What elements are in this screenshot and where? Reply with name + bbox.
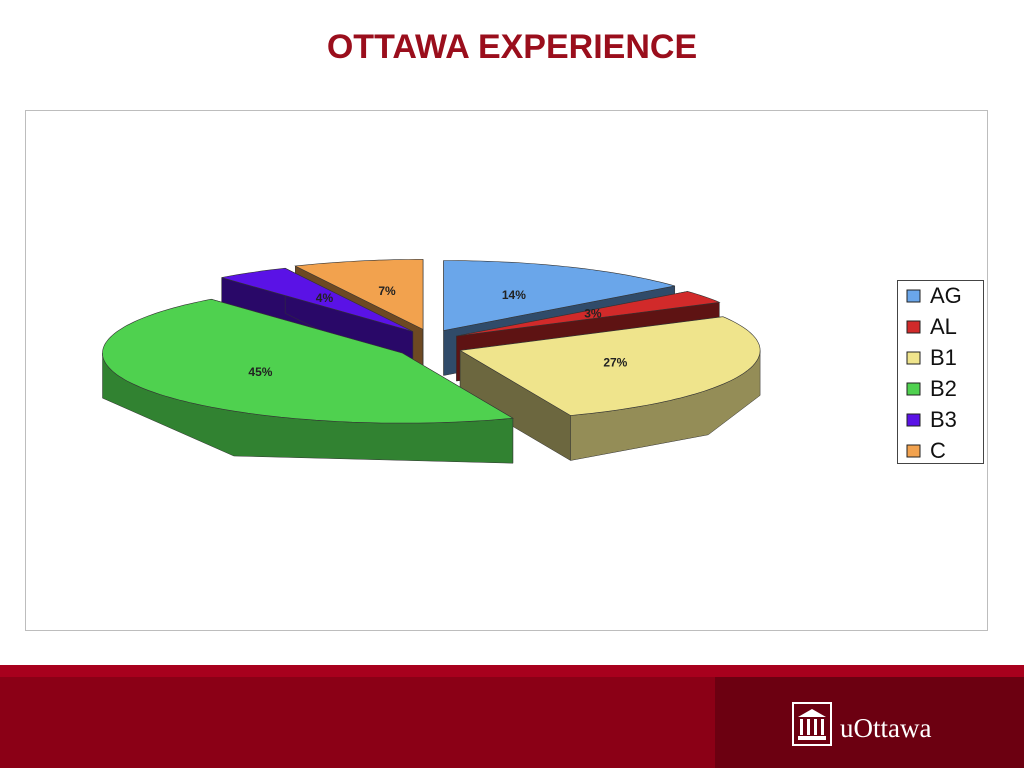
legend-swatch <box>906 382 921 396</box>
footer-strip <box>0 665 1024 677</box>
legend-swatch <box>906 351 921 365</box>
legend-swatch <box>906 444 921 458</box>
data-label: 7% <box>378 284 396 298</box>
slice <box>221 267 413 332</box>
slide-title: OTTAWA EXPERIENCE <box>326 28 698 66</box>
data-label: 27% <box>603 356 627 370</box>
slice <box>443 260 675 331</box>
legend-label: AG <box>930 283 962 308</box>
footer <box>0 665 1024 768</box>
logo-icon <box>792 702 832 746</box>
data-label: 3% <box>584 307 602 321</box>
data-label: 45% <box>248 365 272 379</box>
logo-text: uOttawa <box>840 713 932 743</box>
data-label: 14% <box>502 288 526 302</box>
slice <box>102 298 514 424</box>
footer-panel <box>715 677 1024 768</box>
slice <box>456 291 721 337</box>
legend-swatch <box>906 289 921 303</box>
legend-label: AL <box>930 314 957 339</box>
legend-box <box>897 280 984 464</box>
legend-label: B1 <box>930 345 957 370</box>
legend-label: B2 <box>930 376 957 401</box>
slice <box>459 316 761 416</box>
legend-swatch <box>906 320 921 334</box>
slice <box>294 259 424 330</box>
legend-swatch <box>906 413 921 427</box>
legend-label: B3 <box>930 407 957 432</box>
data-label: 4% <box>316 291 334 305</box>
legend-label: C <box>930 438 946 463</box>
